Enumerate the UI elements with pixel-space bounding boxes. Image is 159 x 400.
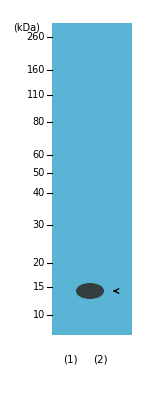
Text: 50: 50 (33, 168, 45, 178)
Text: 80: 80 (33, 117, 45, 127)
Text: 40: 40 (33, 188, 45, 198)
Text: 110: 110 (27, 90, 45, 100)
Text: 260: 260 (27, 32, 45, 42)
Text: 160: 160 (27, 65, 45, 75)
Bar (52, 23, 132, 335)
Text: (1): (1) (63, 355, 77, 365)
Text: (2): (2) (93, 355, 107, 365)
Text: 60: 60 (33, 150, 45, 160)
Text: 10: 10 (33, 310, 45, 320)
Text: 15: 15 (33, 282, 45, 292)
Ellipse shape (76, 283, 104, 299)
Text: (kDa): (kDa) (13, 22, 40, 32)
Text: 30: 30 (33, 220, 45, 230)
Text: 20: 20 (33, 258, 45, 268)
